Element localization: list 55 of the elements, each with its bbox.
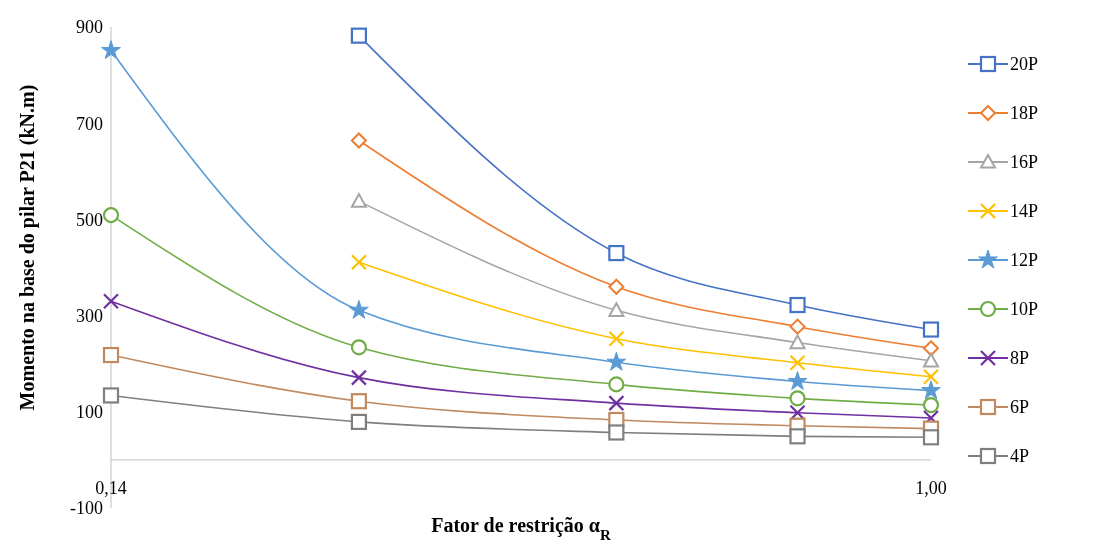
point — [787, 371, 808, 391]
legend-label: 18P — [1010, 103, 1039, 124]
point — [350, 193, 367, 208]
point — [608, 244, 625, 262]
x-axis-title: Fator de restrição α$_{R}$ — [431, 514, 611, 543]
point — [789, 318, 806, 335]
legend-label: 20P — [1010, 54, 1039, 75]
legend-label: 8P — [1010, 348, 1030, 369]
point — [350, 369, 368, 386]
point — [102, 206, 120, 224]
point — [608, 330, 625, 347]
point — [921, 380, 941, 400]
y-tick-label: 100 — [76, 402, 103, 423]
x-tick-label: 1,00 — [915, 477, 947, 498]
point — [350, 393, 368, 410]
y-tick-label: 700 — [76, 113, 103, 134]
y-tick-label: 300 — [76, 305, 103, 326]
point — [608, 424, 625, 441]
point — [102, 293, 120, 310]
point — [789, 354, 806, 371]
point — [789, 334, 806, 350]
point — [101, 40, 121, 60]
point — [350, 254, 368, 271]
legend-label: 10P — [1010, 299, 1039, 320]
point — [350, 413, 368, 430]
y-tick-label: 500 — [76, 209, 103, 230]
y-tick-label: -100 — [70, 498, 103, 519]
point — [608, 278, 625, 295]
point — [923, 352, 939, 368]
point — [350, 132, 367, 149]
point — [608, 302, 625, 317]
point — [789, 296, 806, 314]
point — [922, 368, 940, 385]
point — [789, 428, 806, 445]
point — [789, 390, 806, 407]
legend-label: 16P — [1010, 152, 1039, 173]
point — [102, 387, 120, 404]
x-tick-label: 0,14 — [95, 477, 127, 498]
point — [923, 340, 939, 357]
point — [348, 299, 369, 319]
point — [922, 396, 940, 414]
point — [350, 339, 368, 356]
y-tick-label: 900 — [76, 17, 103, 38]
point — [102, 346, 120, 364]
legend-label: 6P — [1010, 397, 1030, 418]
point — [608, 376, 625, 393]
y-axis-title: Momento na base do pilar P21 (kN.m) — [16, 84, 39, 411]
legend-label: 12P — [1010, 250, 1039, 271]
legend-label: 14P — [1010, 201, 1039, 222]
point — [606, 351, 627, 371]
point — [922, 321, 940, 338]
point — [608, 395, 625, 412]
point — [922, 429, 940, 446]
legend-label: 4P — [1010, 446, 1030, 467]
point — [350, 27, 368, 44]
